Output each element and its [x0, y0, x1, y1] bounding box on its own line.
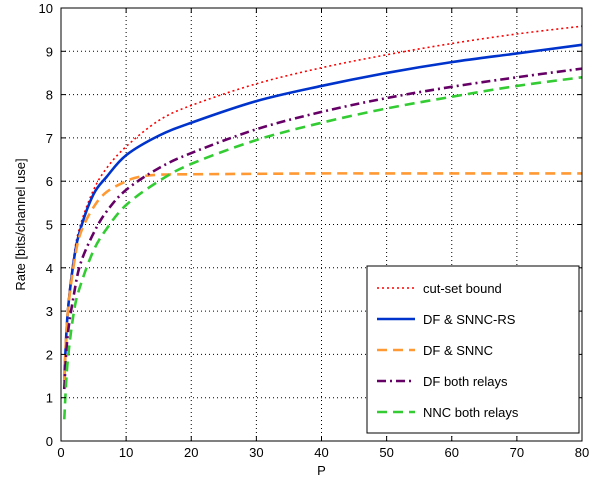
y-tick-label: 8 [46, 88, 53, 103]
legend-label-3: DF both relays [423, 374, 508, 389]
legend-label-1: DF & SNNC-RS [423, 312, 516, 327]
y-tick-label: 10 [39, 1, 53, 16]
plot-series [62, 25, 583, 420]
y-tick-label: 0 [46, 434, 53, 449]
series-line-3 [62, 67, 583, 390]
x-tick-label: 60 [445, 445, 459, 460]
y-axis-label: Rate [bits/channel use] [13, 158, 28, 290]
series-line-4 [62, 75, 583, 420]
x-tick-label: 0 [57, 445, 64, 460]
y-tick-label: 2 [46, 347, 53, 362]
grid-lines [61, 8, 582, 441]
series-line-0 [63, 25, 583, 381]
x-tick-label: 70 [510, 445, 524, 460]
y-tick-label: 9 [46, 44, 53, 59]
y-tick-label: 4 [46, 261, 53, 276]
y-tick-label: 6 [46, 174, 53, 189]
x-axis-label: P [317, 463, 326, 478]
legend: cut-set bound DF & SNNC-RS DF & SNNC DF bot… [366, 265, 580, 434]
x-tick-label: 50 [379, 445, 393, 460]
x-tick-label: 80 [575, 445, 589, 460]
x-tick-label: 10 [119, 445, 133, 460]
series-line-2 [62, 172, 582, 381]
legend-label-2: DF & SNNC [423, 343, 493, 358]
x-tick-label: 30 [249, 445, 263, 460]
x-tick-label: 20 [184, 445, 198, 460]
y-tick-label: 1 [46, 391, 53, 406]
legend-label-0: cut-set bound [423, 281, 502, 296]
x-tick-label: 40 [314, 445, 328, 460]
y-tick-label: 3 [46, 304, 53, 319]
axis-ticks: 0 10 20 30 40 50 60 70 80 0 1 2 3 4 5 6 7 8 9 10 [39, 1, 590, 460]
legend-label-4: NNC both relays [423, 405, 519, 420]
y-tick-label: 7 [46, 131, 53, 146]
y-tick-label: 5 [46, 218, 53, 233]
